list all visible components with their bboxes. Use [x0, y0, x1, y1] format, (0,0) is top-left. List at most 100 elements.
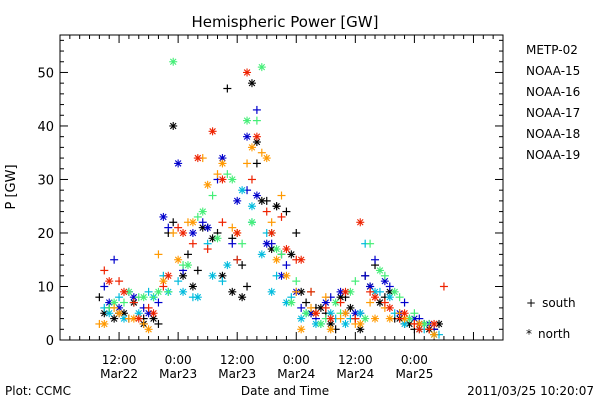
point-south-metp-02	[292, 228, 301, 237]
point-north-noaa-15	[233, 196, 242, 205]
point-north-noaa-19	[218, 175, 227, 184]
point-north-noaa-17	[375, 266, 384, 275]
point-south-noaa-19	[188, 239, 197, 248]
point-south-noaa-18	[307, 303, 316, 312]
point-north-noaa-18	[371, 314, 380, 323]
y-tick-label: 0	[46, 334, 54, 349]
point-south-metp-02	[183, 250, 192, 259]
point-north-noaa-19	[149, 309, 158, 318]
point-north-noaa-17	[213, 234, 222, 243]
point-south-noaa-17	[366, 239, 375, 248]
x-tick-label-date: Mar23	[159, 367, 197, 381]
point-south-noaa-19	[366, 287, 375, 296]
point-south-noaa-19	[144, 303, 153, 312]
y-axis-label: P [GW]	[4, 164, 19, 209]
point-north-noaa-17	[198, 207, 207, 216]
point-north-noaa-18	[203, 180, 212, 189]
point-north-noaa-18	[174, 255, 183, 264]
point-south-noaa-18	[213, 170, 222, 179]
point-north-noaa-17	[169, 57, 178, 66]
point-south-noaa-19	[277, 212, 286, 221]
point-south-noaa-18	[292, 287, 301, 296]
point-north-noaa-16	[223, 261, 232, 270]
legend-metp-02: METP-02	[526, 43, 578, 57]
point-north-noaa-19	[400, 309, 409, 318]
point-north-noaa-16	[105, 309, 114, 318]
y-tick-label: 30	[37, 173, 54, 188]
point-south-noaa-19	[174, 223, 183, 232]
point-south-noaa-19	[425, 325, 434, 334]
marker-legend-symbol: +	[526, 296, 536, 310]
point-north-noaa-17	[154, 287, 163, 296]
x-tick-label-date: Mar22	[100, 367, 138, 381]
point-north-noaa-18	[218, 159, 227, 168]
point-south-noaa-17	[193, 212, 202, 221]
point-north-noaa-19	[356, 218, 365, 227]
point-north-noaa-17	[183, 261, 192, 270]
point-north-metp-02	[252, 138, 261, 147]
point-south-metp-02	[282, 207, 291, 216]
point-north-noaa-16	[193, 293, 202, 302]
point-south-noaa-19	[307, 287, 316, 296]
y-axis: 0 10 20 30 40 50	[37, 39, 503, 349]
point-north-metp-02	[257, 196, 266, 205]
x-tick-label-time: 12:00	[338, 353, 373, 367]
point-south-metp-02	[243, 282, 252, 291]
point-north-noaa-16	[341, 319, 350, 328]
point-north-noaa-17	[316, 319, 325, 328]
point-north-noaa-19	[105, 277, 114, 286]
point-south-noaa-19	[439, 282, 448, 291]
point-south-noaa-18	[154, 250, 163, 259]
point-south-noaa-15	[252, 105, 261, 114]
point-north-noaa-18	[297, 325, 306, 334]
y-tick-label: 50	[37, 66, 54, 81]
point-north-noaa-17	[228, 175, 237, 184]
point-south-noaa-17	[223, 170, 232, 179]
x-axis-label: Date and Time	[241, 384, 329, 398]
point-south-noaa-16	[144, 287, 153, 296]
point-south-noaa-15	[228, 239, 237, 248]
plot-timestamp: 2011/03/25 10:20:07	[467, 384, 594, 398]
point-north-noaa-16	[282, 298, 291, 307]
point-south-metp-02	[154, 319, 163, 328]
marker-legend-label: south	[542, 296, 576, 310]
x-tick-label-time: 12:00	[102, 353, 137, 367]
legend-noaa-19: NOAA-19	[526, 148, 580, 162]
point-north-noaa-17	[420, 319, 429, 328]
point-north-noaa-18	[356, 319, 365, 328]
point-south-noaa-18	[110, 303, 119, 312]
point-south-noaa-15	[282, 261, 291, 270]
point-south-noaa-19	[380, 298, 389, 307]
point-south-noaa-19	[129, 298, 138, 307]
point-north-noaa-19	[179, 228, 188, 237]
point-north-noaa-19	[164, 271, 173, 280]
point-south-noaa-18	[366, 298, 375, 307]
x-tick-label-date: Mar25	[395, 367, 433, 381]
point-north-noaa-17	[287, 298, 296, 307]
point-south-noaa-17	[380, 271, 389, 280]
point-south-noaa-16	[174, 277, 183, 286]
point-south-noaa-18	[267, 218, 276, 227]
x-tick-label-time: 0:00	[165, 353, 192, 367]
point-south-noaa-17	[277, 250, 286, 259]
point-south-noaa-15	[297, 303, 306, 312]
point-north-noaa-17	[247, 218, 256, 227]
point-south-noaa-17	[208, 191, 217, 200]
point-south-noaa-15	[154, 298, 163, 307]
point-north-noaa-19	[385, 303, 394, 312]
x-tick-label-time: 0:00	[283, 353, 310, 367]
point-north-noaa-18	[247, 143, 256, 152]
point-south-noaa-15	[361, 271, 370, 280]
marker-legend-symbol: *	[526, 327, 532, 341]
point-north-noaa-16	[208, 271, 217, 280]
point-north-noaa-16	[267, 287, 276, 296]
point-north-noaa-17	[257, 63, 266, 72]
point-north-noaa-19	[371, 293, 380, 302]
point-north-noaa-15	[252, 191, 261, 200]
point-south-noaa-15	[164, 223, 173, 232]
point-south-noaa-18	[336, 314, 345, 323]
point-north-metp-02	[110, 314, 119, 323]
point-south-noaa-19	[247, 175, 256, 184]
point-north-metp-02	[247, 79, 256, 88]
point-south-noaa-19	[218, 218, 227, 227]
